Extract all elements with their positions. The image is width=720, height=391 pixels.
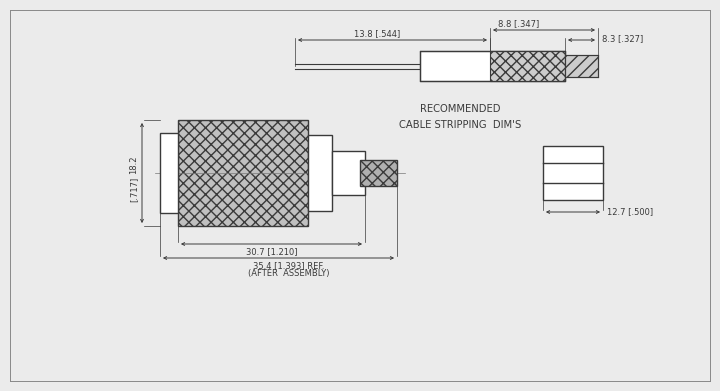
Bar bbox=[565, 55, 598, 77]
Bar bbox=[490, 51, 565, 81]
Text: 18.2: 18.2 bbox=[130, 156, 138, 174]
Text: RECOMMENDED
CABLE STRIPPING  DIM'S: RECOMMENDED CABLE STRIPPING DIM'S bbox=[399, 104, 521, 129]
Bar bbox=[308, 135, 332, 211]
Bar bbox=[543, 146, 603, 200]
Text: 35.4 [1.393] REF.: 35.4 [1.393] REF. bbox=[253, 261, 324, 270]
Bar bbox=[332, 151, 365, 195]
Bar bbox=[420, 51, 565, 81]
Text: 30.7 [1.210]: 30.7 [1.210] bbox=[246, 247, 297, 256]
Bar bbox=[178, 120, 308, 226]
Text: 12.7 [.500]: 12.7 [.500] bbox=[607, 208, 653, 217]
Bar bbox=[160, 133, 178, 213]
Text: [.717]: [.717] bbox=[130, 176, 138, 202]
Text: 8.8 [.347]: 8.8 [.347] bbox=[498, 19, 539, 28]
Text: 13.8 [.544]: 13.8 [.544] bbox=[354, 29, 400, 38]
Text: 8.3 [.327]: 8.3 [.327] bbox=[602, 34, 643, 43]
Bar bbox=[360, 160, 397, 186]
Text: (AFTER  ASSEMBLY): (AFTER ASSEMBLY) bbox=[248, 269, 329, 278]
